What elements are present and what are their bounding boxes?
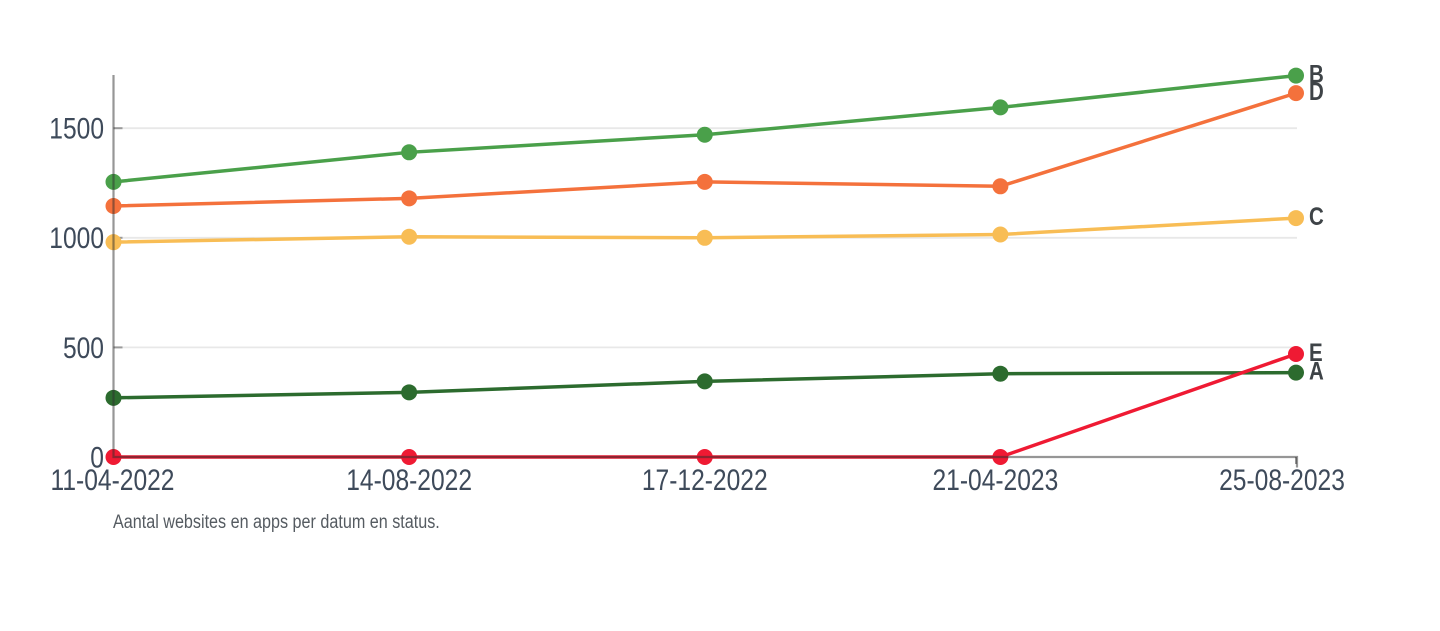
data-point-C-3[interactable] [992, 226, 1009, 243]
series-line-E [111, 352, 1298, 459]
data-point-A-2[interactable] [696, 373, 713, 390]
data-point-B-1[interactable] [401, 144, 418, 161]
data-point-D-3[interactable] [992, 178, 1009, 195]
x-axis-label-0: 11-04-2022 [51, 463, 175, 497]
x-axis-label-2: 17-12-2022 [642, 463, 768, 497]
data-point-B-3[interactable] [992, 99, 1009, 116]
series-end-label-A: A [1309, 357, 1324, 385]
data-point-A-1[interactable] [401, 384, 418, 401]
data-point-C-2[interactable] [696, 229, 713, 246]
data-point-E-4[interactable] [1288, 345, 1304, 362]
x-axis-label-4: 25-08-2023 [1219, 463, 1345, 497]
series-end-label-B: B [1309, 60, 1324, 88]
data-point-D-1[interactable] [401, 190, 418, 207]
y-axis-label-0: 0 [90, 440, 104, 474]
y-axis-label-1500: 1500 [49, 111, 104, 145]
chart-caption: Aantal websites en apps per datum en sta… [113, 512, 440, 533]
data-point-C-4[interactable] [1288, 210, 1304, 227]
data-point-B-2[interactable] [696, 126, 713, 143]
data-point-B-4[interactable] [1288, 67, 1304, 84]
data-point-D-4[interactable] [1288, 85, 1304, 102]
series-end-label-D: D [1309, 77, 1324, 105]
data-point-D-2[interactable] [696, 173, 713, 190]
y-axis-label-500: 500 [63, 330, 104, 364]
data-point-C-1[interactable] [401, 228, 418, 245]
data-point-A-3[interactable] [992, 365, 1009, 382]
x-axis-label-3: 21-04-2023 [932, 463, 1058, 497]
data-point-A-4[interactable] [1288, 364, 1304, 381]
y-axis-label-1000: 1000 [49, 221, 104, 255]
axis-lines [112, 75, 1299, 468]
x-axis-label-1: 14-08-2022 [346, 463, 472, 497]
series-end-label-E: E [1309, 338, 1323, 366]
series-end-label-C: C [1309, 202, 1324, 230]
